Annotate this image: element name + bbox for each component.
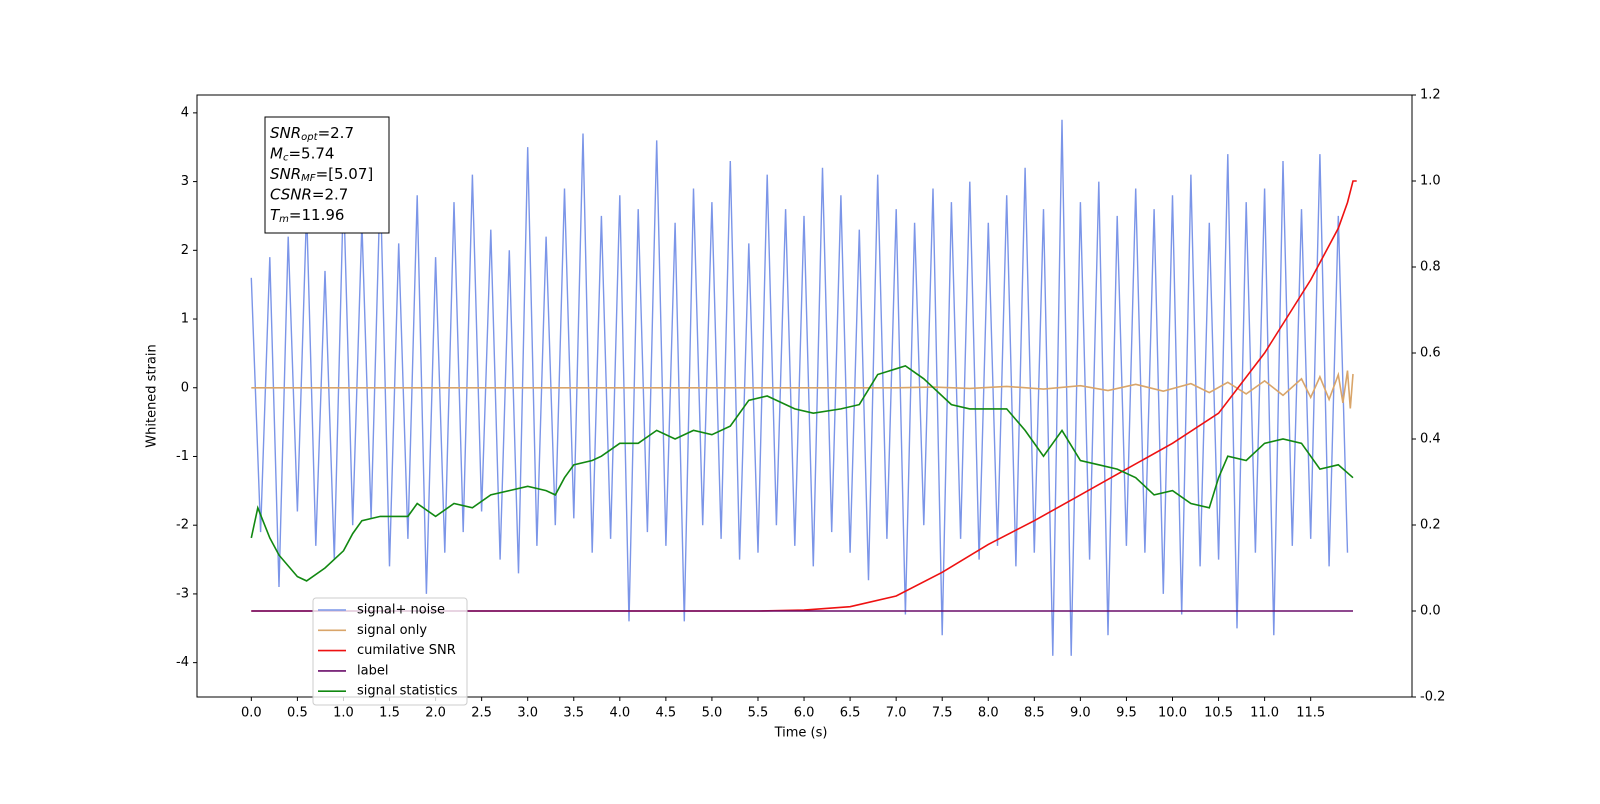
- x-tick-label: 1.0: [333, 706, 354, 721]
- legend-label: signal only: [357, 623, 427, 638]
- x-tick-label: 3.0: [517, 706, 538, 721]
- legend-label: cumilative SNR: [357, 643, 456, 658]
- legend-label: label: [357, 663, 388, 678]
- x-tick-label: 4.0: [609, 706, 630, 721]
- y2-tick-label: 0.6: [1420, 346, 1441, 361]
- annotation-line: SNRMF=[5.07]: [270, 165, 373, 185]
- annotation-value: =5.74: [288, 144, 334, 162]
- x-tick-label: 11.5: [1296, 706, 1325, 721]
- annotation-line: CSNR=2.7: [270, 185, 348, 203]
- annotation-main: CSNR: [270, 185, 312, 203]
- annotation-value: =2.7: [312, 185, 348, 203]
- x-tick-label: 9.5: [1116, 706, 1137, 721]
- annotation-line: Mc=5.74: [270, 144, 334, 164]
- x-tick-label: 3.5: [563, 706, 584, 721]
- annotation-sub: c: [283, 153, 289, 164]
- annotation-value: =[5.07]: [316, 165, 374, 183]
- annotation-main: SNR: [270, 124, 301, 142]
- series-line: [251, 370, 1354, 409]
- x-tick-label: 7.0: [886, 706, 907, 721]
- legend-box: [312, 597, 468, 706]
- series-line: [251, 180, 1357, 612]
- annotation-value: =2.7: [318, 124, 354, 142]
- x-tick-label: 5.5: [748, 706, 769, 721]
- x-tick-label: 6.5: [840, 706, 861, 721]
- x-tick-label: 0.0: [241, 706, 262, 721]
- y-tick-label: 3: [181, 174, 189, 189]
- annotation-box: [264, 116, 390, 234]
- y-tick-label: -3: [176, 586, 189, 601]
- annotation-line: SNRopt=2.7: [270, 124, 354, 144]
- x-tick-label: 10.0: [1158, 706, 1187, 721]
- y-tick-label: 1: [181, 312, 189, 327]
- series-line: [250, 119, 1349, 656]
- x-tick-label: 10.5: [1204, 706, 1233, 721]
- series-line: [250, 365, 1354, 582]
- x-tick-label: 0.5: [287, 706, 308, 721]
- y-tick-label: 2: [181, 243, 189, 258]
- annotation-sub: MF: [301, 173, 316, 184]
- x-tick-label: 8.5: [1024, 706, 1045, 721]
- legend-label: signal statistics: [357, 684, 458, 699]
- x-axis-label: Time (s): [774, 726, 828, 741]
- legend-label: signal+ noise: [357, 603, 445, 618]
- x-tick-label: 1.5: [379, 706, 400, 721]
- x-tick-label: 2.0: [425, 706, 446, 721]
- y2-tick-label: 0.4: [1420, 432, 1441, 447]
- annotation-line: Tm=11.96: [270, 206, 344, 226]
- x-tick-label: 4.5: [656, 706, 677, 721]
- annotation-sub: m: [279, 214, 289, 225]
- y2-tick-label: 1.2: [1420, 88, 1441, 103]
- annotation-value: =11.96: [289, 206, 345, 224]
- x-tick-label: 5.0: [702, 706, 723, 721]
- y2-tick-label: 0.2: [1420, 518, 1441, 533]
- y-axis-label: Whitened strain: [145, 344, 160, 447]
- y-tick-label: -4: [176, 655, 189, 670]
- annotation-main: M: [270, 144, 283, 162]
- y-tick-label: 0: [181, 380, 189, 395]
- y2-tick-label: 1.0: [1420, 174, 1441, 189]
- annotation-main: T: [270, 206, 281, 224]
- y2-tick-label: 0.8: [1420, 260, 1441, 275]
- y2-tick-label: 0.0: [1420, 604, 1441, 619]
- x-tick-label: 2.5: [471, 706, 492, 721]
- x-tick-label: 6.0: [794, 706, 815, 721]
- y-tick-label: 4: [181, 105, 189, 120]
- y-tick-label: -1: [176, 449, 189, 464]
- x-tick-label: 8.0: [978, 706, 999, 721]
- y-tick-label: -2: [176, 518, 189, 533]
- x-tick-label: 9.0: [1070, 706, 1091, 721]
- x-tick-label: 7.5: [932, 706, 953, 721]
- y2-tick-label: -0.2: [1420, 690, 1445, 705]
- annotation-main: SNR: [270, 165, 301, 183]
- annotation-sub: opt: [301, 132, 318, 143]
- x-tick-label: 11.0: [1250, 706, 1279, 721]
